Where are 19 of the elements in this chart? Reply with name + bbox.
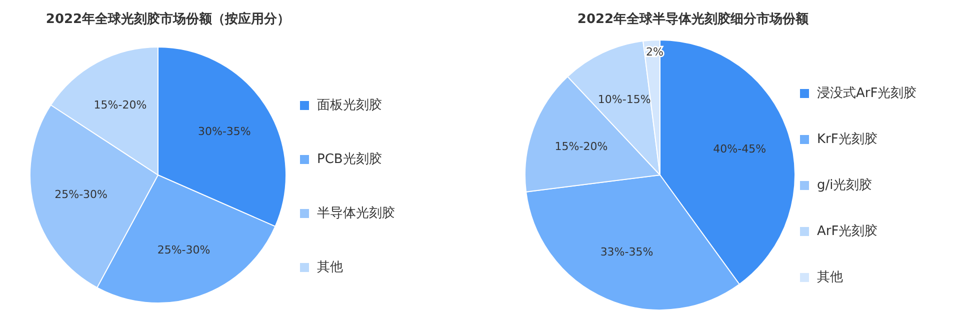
legend-label: 浸没式ArF光刻胶: [817, 85, 917, 102]
data-label: 10%-15%: [598, 92, 651, 106]
legend-label: 半导体光刻胶: [317, 205, 395, 222]
chart-title: 2022年全球半导体光刻胶细分市场份额: [576, 10, 810, 28]
legend-label: g/i光刻胶: [817, 177, 872, 194]
data-label: 15%-20%: [554, 140, 608, 154]
data-label: 25%-30%: [54, 188, 108, 201]
legend-label: 其他: [817, 269, 843, 286]
chart-title: 2022年全球光刻胶市场份额（按应用分）: [44, 10, 292, 28]
legend-label: 面板光刻胶: [317, 97, 382, 114]
data-label: 33%-35%: [600, 245, 654, 258]
data-label: 15%-20%: [94, 98, 147, 112]
legend-label: KrF光刻胶: [817, 131, 878, 148]
data-label: 25%-30%: [157, 244, 210, 257]
legend-label: PCB光刻胶: [317, 151, 382, 168]
legend-label: 其他: [317, 259, 343, 276]
data-label: 40%-45%: [713, 142, 766, 156]
legend-label: ArF光刻胶: [817, 223, 878, 240]
data-label: 30%-35%: [198, 125, 251, 138]
